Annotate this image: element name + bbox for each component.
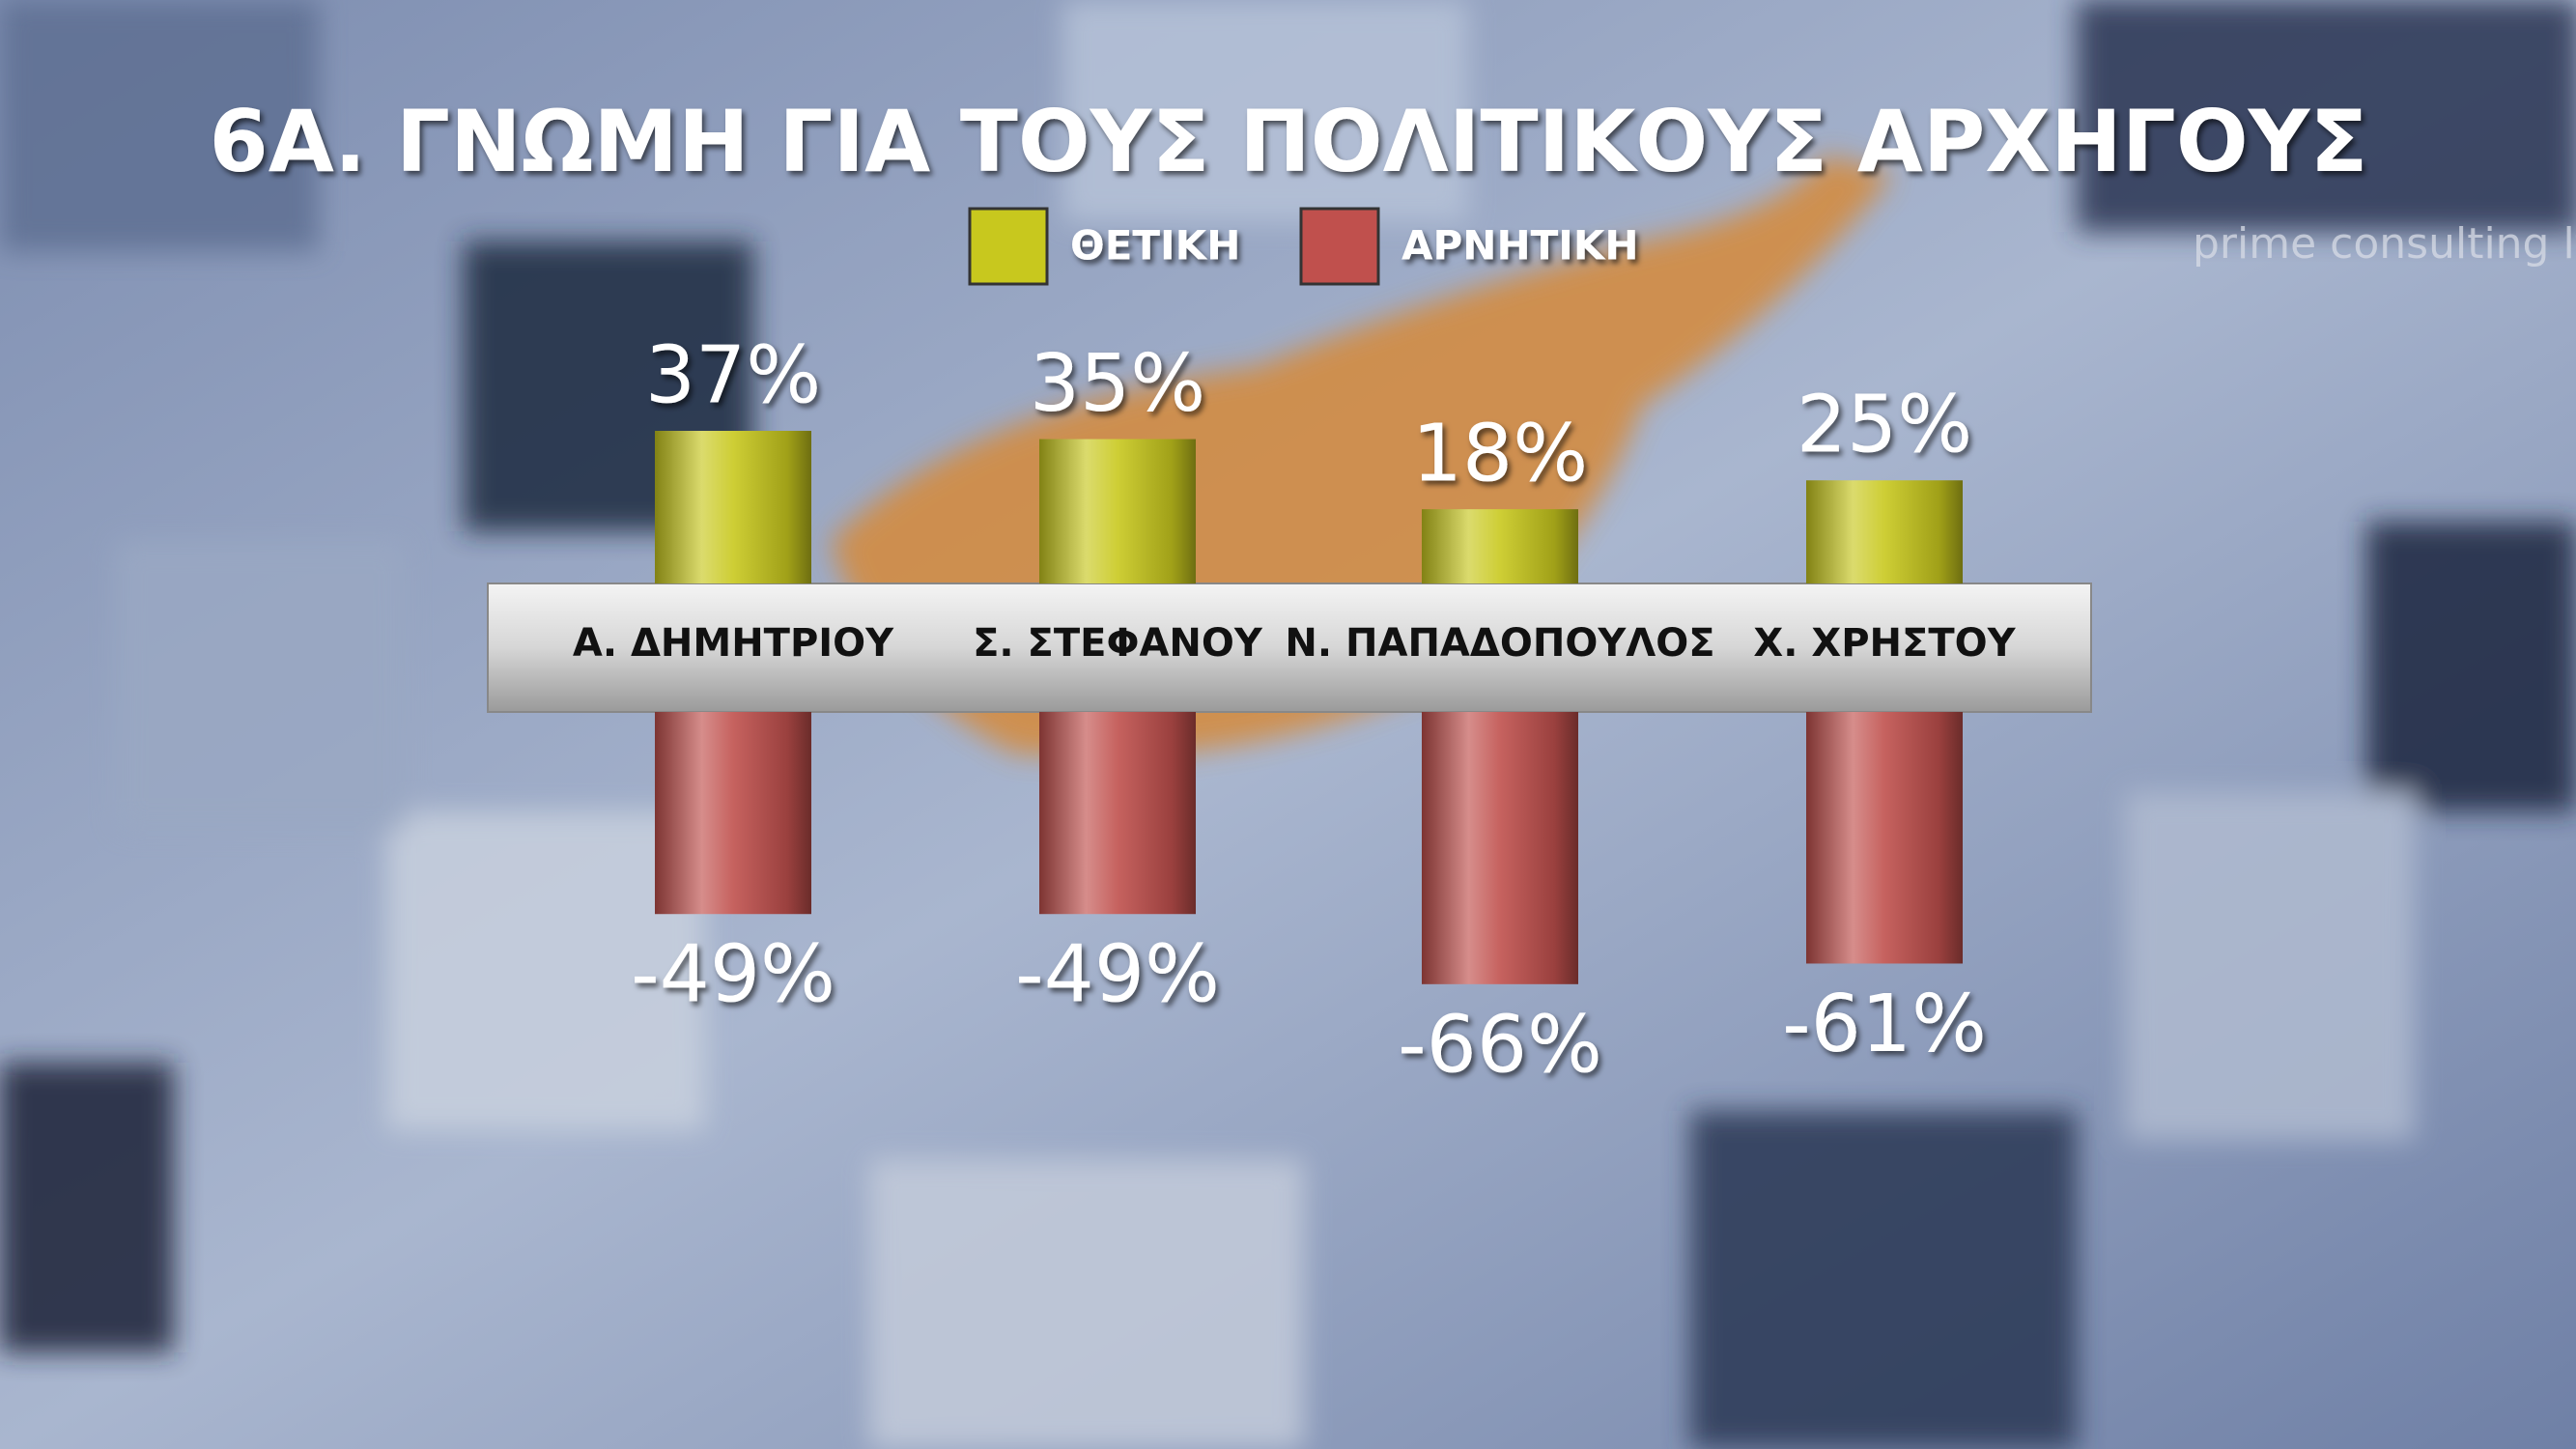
bar [1039,712,1196,915]
value-label: 35% [1030,338,1205,430]
value-label: -49% [1015,929,1220,1021]
value-label: 25% [1797,380,1972,471]
bar [1039,439,1196,583]
category-label: Α. ΔΗΜΗΤΡΙΟΥ [573,621,894,666]
bar [655,431,811,583]
chart-title: 6Α. ΓΝΩΜΗ ΓΙΑ ΤΟΥΣ ΠΟΛΙΤΙΚΟΥΣ ΑΡΧΗΓΟΥΣ [209,92,2367,191]
legend-label: ΘΕΤΙΚΗ [1070,222,1240,270]
bar [1806,712,1963,964]
category-band [487,582,2092,713]
bar [1422,509,1578,583]
bar [1806,480,1963,583]
legend-label: ΑΡΝΗΤΙΚΗ [1401,222,1639,270]
category-label: Χ. ΧΡΗΣΤΟΥ [1753,621,2016,666]
value-label: 37% [645,329,821,421]
value-label: -49% [631,929,835,1021]
value-label: -66% [1398,999,1602,1091]
category-label: Σ. ΣΤΕΦΑΝΟΥ [973,621,1263,666]
bar [655,712,811,915]
legend-swatch [968,207,1049,286]
category-label: Ν. ΠΑΠΑΔΟΠΟΥΛΟΣ [1285,621,1714,666]
legend: ΘΕΤΙΚΗ ΑΡΝΗΤΙΚΗ [968,207,1639,286]
bar [1422,712,1578,984]
legend-swatch [1299,207,1380,286]
value-label: 18% [1412,409,1588,500]
watermark: prime consulting ltd [2193,219,2576,269]
value-label: -61% [1782,979,1987,1070]
plot-area: Α. ΔΗΜΗΤΡΙΟΥ Σ. ΣΤΕΦΑΝΟΥ Ν. ΠΑΠΑΔΟΠΟΥΛΟΣ Χ.… [573,329,2017,1091]
